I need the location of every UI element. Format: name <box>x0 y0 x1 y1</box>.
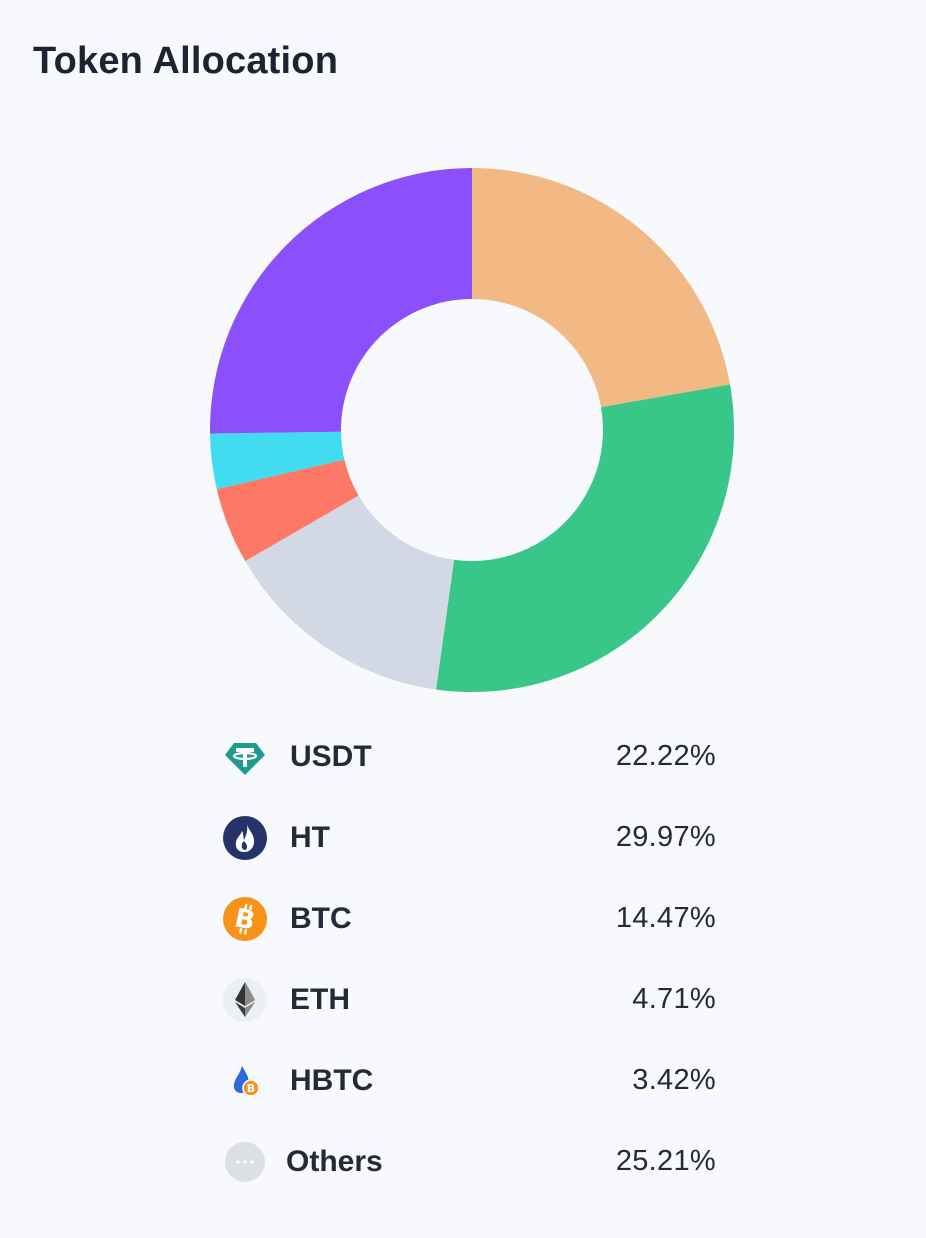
hbtc-icon: B <box>222 1058 268 1104</box>
legend-value: 14.47% <box>615 902 716 934</box>
chart-legend: USDT 22.22% HT 29.97% B BTC 14.47% <box>222 716 718 1202</box>
legend-item-ht[interactable]: HT 29.97% <box>222 797 718 878</box>
legend-label: USDT <box>290 739 372 773</box>
donut-slice-btc[interactable] <box>245 495 455 690</box>
legend-value: 29.97% <box>615 821 716 853</box>
more-dots-icon <box>222 1139 268 1185</box>
legend-value: 4.71% <box>632 983 716 1015</box>
legend-label: HBTC <box>290 1063 374 1097</box>
donut-slice-others[interactable] <box>210 168 472 434</box>
legend-item-hbtc[interactable]: B HBTC 3.42% <box>222 1040 718 1121</box>
svg-text:B: B <box>247 1082 255 1095</box>
donut-slice-eth[interactable] <box>216 459 359 562</box>
bitcoin-icon: B <box>222 896 268 942</box>
donut-slice-ht[interactable] <box>436 384 734 692</box>
legend-label: Others <box>286 1144 383 1178</box>
legend-value: 22.22% <box>615 740 716 772</box>
legend-item-btc[interactable]: B BTC 14.47% <box>222 878 718 959</box>
legend-item-eth[interactable]: ETH 4.71% <box>222 959 718 1040</box>
donut-chart <box>210 168 734 692</box>
page-title: Token Allocation <box>33 40 339 82</box>
legend-value: 3.42% <box>632 1064 716 1096</box>
tether-icon <box>222 734 268 780</box>
legend-item-usdt[interactable]: USDT 22.22% <box>222 716 718 797</box>
donut-slices <box>210 168 734 692</box>
donut-slice-hbtc[interactable] <box>210 431 345 490</box>
donut-slice-usdt[interactable] <box>472 168 731 408</box>
legend-label: HT <box>290 820 330 854</box>
legend-value: 25.21% <box>615 1145 716 1177</box>
huobi-token-icon <box>222 815 268 861</box>
legend-item-others[interactable]: Others 25.21% <box>222 1121 718 1202</box>
legend-label: ETH <box>290 982 350 1016</box>
ethereum-icon <box>222 977 268 1023</box>
legend-label: BTC <box>290 901 352 935</box>
